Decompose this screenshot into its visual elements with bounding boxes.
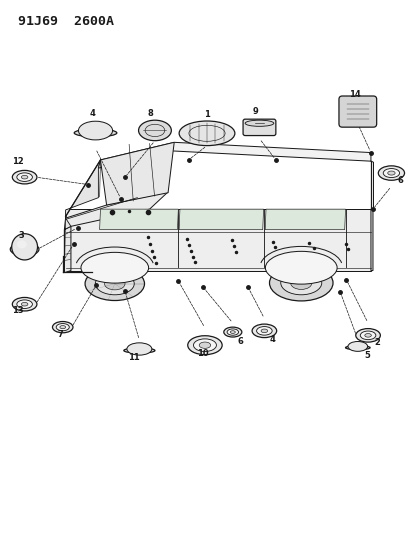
Polygon shape bbox=[100, 142, 174, 205]
Ellipse shape bbox=[347, 342, 367, 351]
Ellipse shape bbox=[345, 345, 369, 350]
Ellipse shape bbox=[244, 120, 273, 126]
Polygon shape bbox=[265, 209, 345, 230]
Text: 3: 3 bbox=[19, 231, 24, 240]
Ellipse shape bbox=[223, 327, 241, 337]
Text: 5: 5 bbox=[364, 351, 370, 360]
FancyBboxPatch shape bbox=[242, 119, 275, 135]
Ellipse shape bbox=[290, 276, 311, 289]
Ellipse shape bbox=[387, 171, 394, 175]
FancyBboxPatch shape bbox=[338, 96, 376, 127]
Ellipse shape bbox=[21, 175, 28, 179]
Ellipse shape bbox=[252, 324, 276, 337]
Text: 4: 4 bbox=[89, 109, 95, 118]
Polygon shape bbox=[179, 209, 263, 230]
Text: 10: 10 bbox=[197, 349, 208, 358]
Polygon shape bbox=[64, 209, 370, 271]
Ellipse shape bbox=[12, 171, 37, 184]
Ellipse shape bbox=[227, 329, 238, 335]
Ellipse shape bbox=[123, 348, 154, 353]
Ellipse shape bbox=[12, 233, 38, 260]
Ellipse shape bbox=[355, 328, 380, 342]
Polygon shape bbox=[64, 192, 168, 230]
Text: 9: 9 bbox=[252, 107, 258, 116]
Ellipse shape bbox=[377, 166, 404, 180]
Ellipse shape bbox=[199, 342, 210, 349]
Ellipse shape bbox=[56, 324, 69, 331]
Ellipse shape bbox=[104, 278, 125, 290]
Text: 13: 13 bbox=[12, 306, 24, 315]
Ellipse shape bbox=[74, 129, 116, 137]
Ellipse shape bbox=[127, 343, 152, 355]
Ellipse shape bbox=[359, 331, 375, 340]
Text: 11: 11 bbox=[128, 353, 140, 362]
Ellipse shape bbox=[85, 267, 144, 301]
Ellipse shape bbox=[95, 273, 134, 295]
Ellipse shape bbox=[17, 240, 27, 248]
Ellipse shape bbox=[21, 302, 28, 306]
Text: 6: 6 bbox=[237, 337, 243, 345]
Text: 6: 6 bbox=[396, 176, 402, 185]
Polygon shape bbox=[98, 142, 370, 168]
Text: 91J69  2600A: 91J69 2600A bbox=[19, 15, 114, 28]
Ellipse shape bbox=[17, 173, 32, 181]
Text: 14: 14 bbox=[348, 90, 360, 99]
Ellipse shape bbox=[382, 168, 399, 177]
Ellipse shape bbox=[364, 334, 370, 337]
Ellipse shape bbox=[17, 300, 32, 309]
Polygon shape bbox=[370, 208, 372, 271]
Text: 7: 7 bbox=[57, 330, 63, 340]
Ellipse shape bbox=[10, 243, 39, 256]
Ellipse shape bbox=[230, 330, 235, 334]
Ellipse shape bbox=[193, 339, 216, 351]
Text: 2: 2 bbox=[373, 338, 379, 347]
Text: 1: 1 bbox=[204, 110, 209, 119]
Ellipse shape bbox=[261, 329, 267, 333]
Ellipse shape bbox=[60, 326, 65, 329]
Ellipse shape bbox=[78, 121, 112, 140]
Polygon shape bbox=[64, 227, 71, 273]
Polygon shape bbox=[100, 209, 178, 230]
Ellipse shape bbox=[138, 120, 171, 141]
Ellipse shape bbox=[12, 297, 37, 311]
Ellipse shape bbox=[256, 327, 271, 335]
Polygon shape bbox=[64, 160, 100, 271]
Ellipse shape bbox=[81, 252, 148, 283]
Ellipse shape bbox=[280, 271, 321, 295]
Text: 4: 4 bbox=[269, 335, 275, 344]
Ellipse shape bbox=[265, 252, 336, 284]
Text: 8: 8 bbox=[147, 109, 153, 118]
Text: 12: 12 bbox=[12, 157, 24, 166]
Ellipse shape bbox=[179, 121, 234, 146]
Ellipse shape bbox=[187, 336, 222, 354]
Ellipse shape bbox=[52, 321, 73, 333]
Ellipse shape bbox=[269, 265, 332, 301]
